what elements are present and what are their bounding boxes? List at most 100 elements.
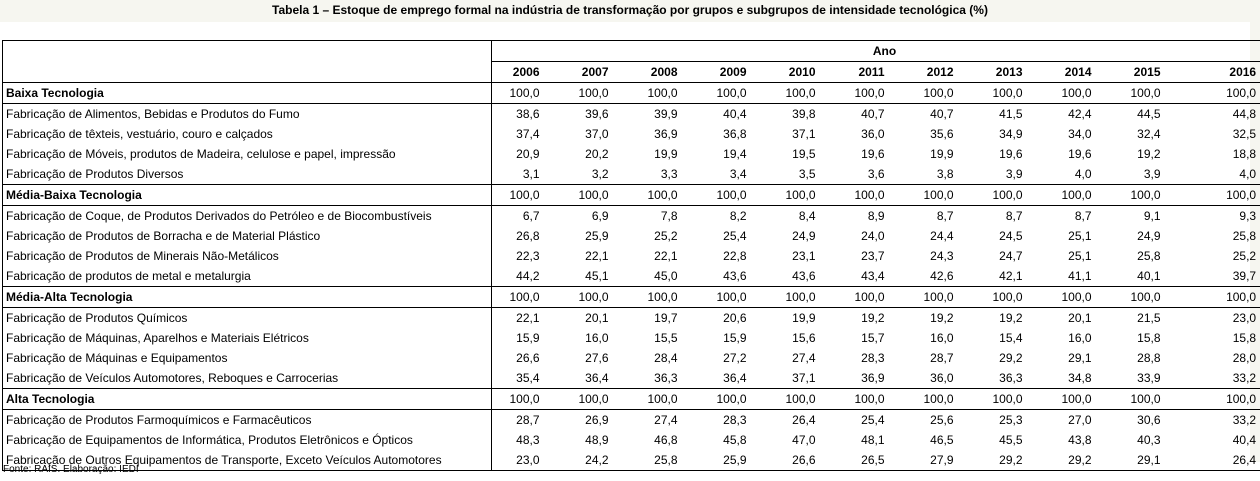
row-value: 3,8 <box>936 167 954 181</box>
row-value: 35,4 <box>491 368 561 389</box>
row-value: 29,2 <box>974 450 1044 471</box>
row-label: Fabricação de Veículos Automotores, Rebo… <box>2 368 492 389</box>
row-value: 43,6 <box>723 269 747 283</box>
row-value: 45,1 <box>585 269 609 283</box>
group-value: 100,0 <box>767 184 837 206</box>
source-note: Fonte: RAIS. Elaboração: IEDI <box>3 464 139 475</box>
row-value: 26,4 <box>792 413 816 427</box>
group-value: 100,0 <box>1181 388 1260 410</box>
year-header: 2006 <box>491 61 561 83</box>
row-label: Fabricação de Equipamentos de Informátic… <box>2 430 492 450</box>
row-value: 19,5 <box>792 147 816 161</box>
row-value: 19,6 <box>1068 147 1092 161</box>
table-row: Fabricação de Produtos de Minerais Não-M… <box>2 246 1260 266</box>
row-value: 25,4 <box>861 413 885 427</box>
row-value: 40,3 <box>1137 433 1161 447</box>
group-label: Média-Baixa Tecnologia <box>2 184 492 206</box>
group-value: 100,0 <box>905 286 975 308</box>
row-label: Fabricação de têxteis, vestuário, couro … <box>2 124 492 144</box>
row-value: 3,4 <box>729 167 747 181</box>
row-value: 23,0 <box>491 450 561 471</box>
table-title: Tabela 1 – Estoque de emprego formal na … <box>272 3 988 17</box>
row-value: 6,7 <box>491 205 561 226</box>
group-value: 100,0 <box>560 286 630 308</box>
row-value: 28,3 <box>861 351 885 365</box>
group-value: 100,0 <box>974 286 1044 308</box>
row-value: 8,7 <box>1074 209 1092 223</box>
row-label: Fabricação de Produtos de Borracha e de … <box>2 226 492 246</box>
row-value: 25,4 <box>723 229 747 243</box>
row-value: 22,1 <box>585 249 609 263</box>
row-value: 32,5 <box>1181 124 1260 144</box>
row-value: 15,9 <box>491 328 561 348</box>
group-value: 100,0 <box>1043 388 1113 410</box>
row-value: 28,7 <box>930 351 954 365</box>
row-value: 19,9 <box>654 147 678 161</box>
row-label: Fabricação de Alimentos, Bebidas e Produ… <box>2 103 492 124</box>
year-header: 2007 <box>560 61 630 83</box>
group-value: 100,0 <box>1112 82 1182 104</box>
year-header: 2008 <box>629 61 699 83</box>
row-value: 28,0 <box>1181 348 1260 368</box>
group-value: 100,0 <box>491 388 561 410</box>
table-row: Fabricação de Máquinas, Aparelhos e Mate… <box>2 328 1260 348</box>
year-header: 2010 <box>767 61 837 83</box>
row-label: Fabricação de Móveis, produtos de Madeir… <box>2 144 492 164</box>
row-value: 36,0 <box>861 127 885 141</box>
row-value: 7,8 <box>660 209 678 223</box>
row-value: 27,6 <box>585 351 609 365</box>
row-value: 39,6 <box>585 107 609 121</box>
group-value: 100,0 <box>1043 184 1113 206</box>
row-value: 42,4 <box>1068 107 1092 121</box>
row-value: 19,6 <box>999 147 1023 161</box>
row-value: 15,4 <box>999 331 1023 345</box>
row-value: 27,2 <box>723 351 747 365</box>
row-value: 36,9 <box>861 371 885 385</box>
group-row: Baixa Tecnologia 100,0 100,0 100,0 100,0 100,… <box>2 82 1260 104</box>
row-value: 16,0 <box>930 331 954 345</box>
year-header: 2011 <box>836 61 906 83</box>
group-value: 100,0 <box>974 184 1044 206</box>
row-value: 42,1 <box>999 269 1023 283</box>
row-value: 19,2 <box>1137 147 1161 161</box>
group-value: 100,0 <box>836 286 906 308</box>
row-value: 16,0 <box>1068 331 1092 345</box>
row-value: 43,8 <box>1068 433 1092 447</box>
group-row: Alta Tecnologia 100,0 100,0 100,0 100,0 100,0… <box>2 388 1260 410</box>
row-value: 26,6 <box>491 348 561 368</box>
row-value: 15,6 <box>792 331 816 345</box>
row-value: 15,8 <box>1181 328 1260 348</box>
table-row: Fabricação de produtos de metal e metalu… <box>2 266 1260 287</box>
group-value: 100,0 <box>560 184 630 206</box>
row-value: 23,7 <box>861 249 885 263</box>
row-value: 25,2 <box>654 229 678 243</box>
group-value: 100,0 <box>491 82 561 104</box>
group-value: 100,0 <box>974 82 1044 104</box>
row-value: 25,8 <box>1181 226 1260 246</box>
table-row: Fabricação de Produtos Químicos 22,1 20,1 1… <box>2 307 1260 328</box>
group-value: 100,0 <box>629 388 699 410</box>
group-value: 100,0 <box>698 184 768 206</box>
row-value: 33,2 <box>1181 368 1260 389</box>
row-value: 27,9 <box>905 450 975 471</box>
group-value: 100,0 <box>1112 286 1182 308</box>
group-value: 100,0 <box>836 184 906 206</box>
row-value: 40,4 <box>1181 430 1260 450</box>
year-header: 2009 <box>698 61 768 83</box>
row-value: 8,4 <box>798 209 816 223</box>
row-label: Fabricação de Produtos Farmoquímicos e F… <box>2 409 492 430</box>
header-ano-row: Ano <box>2 40 1260 62</box>
row-value: 19,2 <box>930 311 954 325</box>
row-label: Fabricação de Coque, de Produtos Derivad… <box>2 205 492 226</box>
row-value: 36,9 <box>654 127 678 141</box>
year-header: 2015 <box>1112 61 1182 83</box>
row-value: 25,1 <box>1068 249 1092 263</box>
group-value: 100,0 <box>629 184 699 206</box>
row-value: 39,7 <box>1181 266 1260 287</box>
row-value: 19,2 <box>999 311 1023 325</box>
row-value: 40,7 <box>930 107 954 121</box>
row-value: 19,9 <box>792 311 816 325</box>
row-value: 18,8 <box>1181 144 1260 164</box>
table-row: Fabricação de Máquinas e Equipamentos 26,… <box>2 348 1260 368</box>
row-value: 28,3 <box>723 413 747 427</box>
